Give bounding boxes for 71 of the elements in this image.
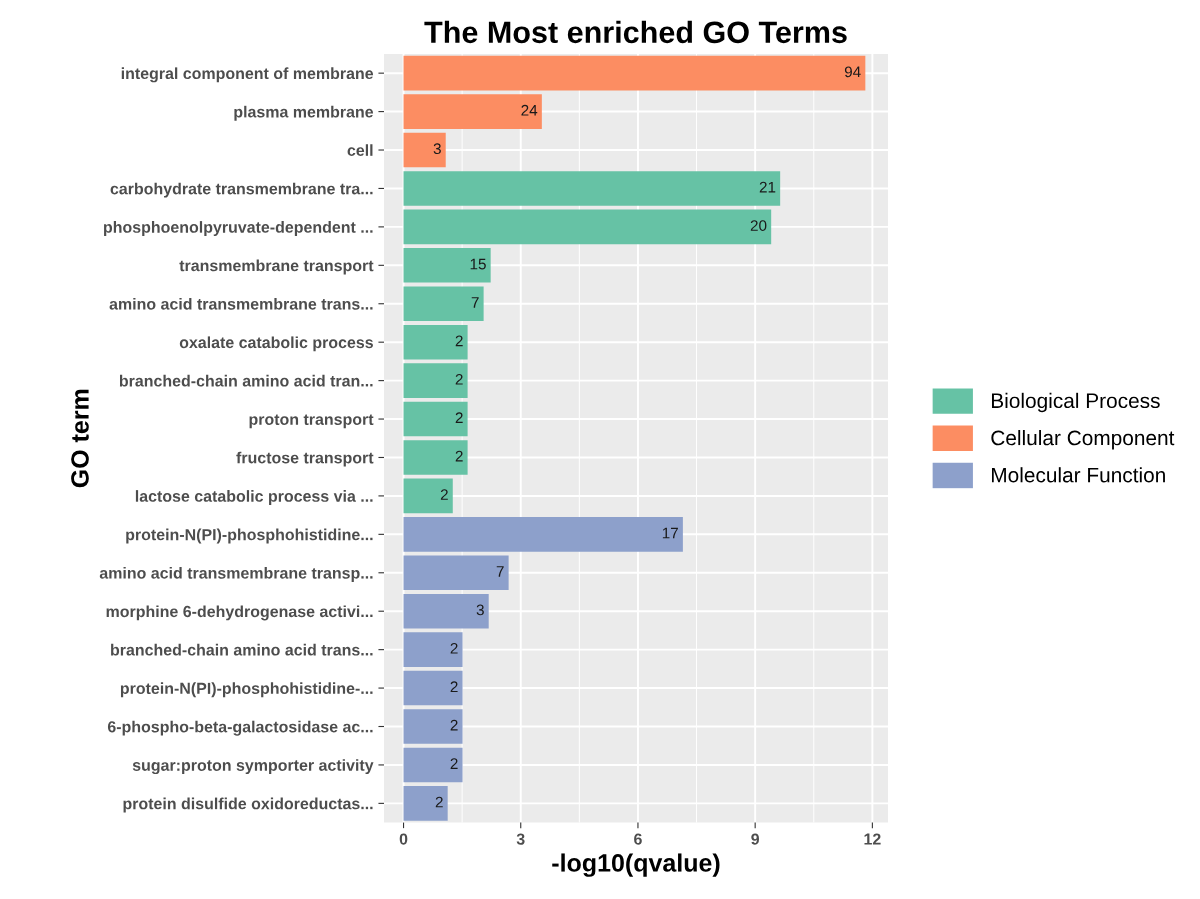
bar bbox=[403, 132, 446, 168]
annotation: 2 bbox=[450, 758, 458, 769]
legend-label: Cellular Component bbox=[991, 429, 1175, 450]
annotation: 2 bbox=[435, 796, 443, 808]
y-tick-label: proton transport bbox=[249, 414, 374, 429]
bar bbox=[403, 478, 453, 514]
bar bbox=[403, 709, 463, 744]
bar bbox=[403, 517, 683, 552]
x-tick-label: 6 bbox=[634, 833, 642, 845]
y-tick-label: morphine 6-dehydrogenase activi... bbox=[106, 605, 373, 621]
bar bbox=[403, 171, 781, 206]
annotation: 2 bbox=[450, 642, 458, 654]
y-axis-title: GO term bbox=[71, 389, 89, 488]
x-axis-title: -log10(qvalue) bbox=[552, 853, 720, 877]
bar bbox=[403, 670, 463, 706]
annotation: 24 bbox=[521, 104, 538, 116]
y-tick-label: protein disulfide oxidoreductas... bbox=[123, 797, 373, 813]
x-tick-label: 0 bbox=[399, 833, 408, 845]
y-tick-label: fructose transport bbox=[236, 451, 374, 467]
annotation: 21 bbox=[759, 181, 776, 193]
annotation: 2 bbox=[455, 373, 463, 385]
y-tick-label: transmembrane transport bbox=[179, 259, 374, 275]
annotation: 20 bbox=[750, 220, 767, 231]
annotation: 3 bbox=[476, 604, 484, 616]
bar bbox=[403, 593, 489, 629]
y-tick-label: lactose catabolic process via ... bbox=[135, 490, 373, 506]
y-tick-label: amino acid transmembrane trans... bbox=[109, 297, 373, 310]
bar bbox=[403, 401, 468, 437]
x-tick-label: 12 bbox=[864, 833, 881, 845]
annotation: 3 bbox=[433, 143, 441, 155]
x-tick-label: 9 bbox=[751, 833, 760, 845]
annotation: 2 bbox=[450, 681, 458, 693]
annotation: 15 bbox=[470, 258, 486, 270]
annotation: 17 bbox=[662, 527, 678, 539]
bar bbox=[403, 363, 468, 398]
y-tick-label: protein-N(PI)-phosphohistidine-... bbox=[120, 682, 373, 698]
chart-title: The Most enriched GO Terms bbox=[424, 20, 847, 44]
y-tick-label: sugar:proton symporter activity bbox=[132, 759, 374, 775]
x-tick-label: 3 bbox=[516, 833, 525, 845]
y-tick-label: phosphoenolpyruvate-dependent ... bbox=[104, 221, 373, 236]
bar bbox=[403, 632, 463, 667]
bar bbox=[403, 209, 772, 245]
y-tick-label: protein-N(PI)-phosphohistidine... bbox=[126, 528, 373, 544]
annotation: 94 bbox=[844, 66, 861, 78]
legend-label: Biological Process bbox=[991, 392, 1160, 413]
annotation: 2 bbox=[450, 719, 458, 731]
y-tick-label: oxalate catabolic process bbox=[179, 336, 373, 352]
annotation: 7 bbox=[471, 297, 479, 308]
bar bbox=[403, 55, 866, 91]
bar bbox=[403, 94, 542, 129]
y-tick-label: 6-phospho-beta-galactosidase ac... bbox=[107, 720, 373, 736]
y-tick-label: plasma membrane bbox=[234, 105, 374, 121]
legend-label: Molecular Function bbox=[991, 467, 1165, 483]
bar bbox=[403, 248, 491, 283]
y-tick-label: amino acid transmembrane transp... bbox=[99, 566, 373, 582]
annotation: 7 bbox=[496, 566, 504, 577]
bar bbox=[403, 324, 468, 360]
y-tick-label: branched-chain amino acid tran... bbox=[119, 374, 373, 387]
bar bbox=[403, 786, 448, 821]
y-tick-label: carbohydrate transmembrane tra... bbox=[110, 182, 373, 198]
bar bbox=[403, 440, 468, 475]
y-tick-label: cell bbox=[347, 144, 373, 156]
y-tick-label: integral component of membrane bbox=[121, 67, 374, 83]
annotation: 2 bbox=[455, 335, 463, 347]
annotation: 2 bbox=[440, 489, 448, 500]
bar bbox=[403, 555, 509, 591]
annotation: 2 bbox=[455, 450, 463, 462]
y-tick-label: branched-chain amino acid trans... bbox=[111, 643, 373, 656]
bar bbox=[403, 286, 484, 322]
bar bbox=[403, 747, 463, 783]
annotation: 2 bbox=[455, 412, 463, 423]
